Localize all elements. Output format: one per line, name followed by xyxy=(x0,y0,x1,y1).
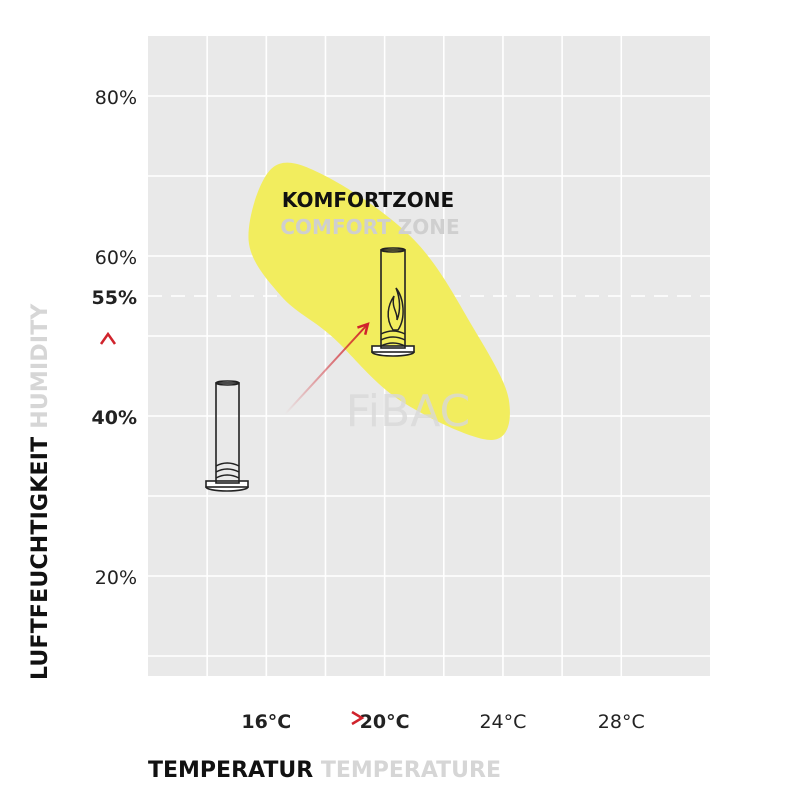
y-axis-label: LUFTFEUCHTIGKEIT HUMIDITY xyxy=(28,260,58,680)
y-tick-labels: 80% 60% 55% 40% 20% xyxy=(92,87,137,589)
transition-arrow xyxy=(284,322,370,415)
y-tick-label: 20% xyxy=(95,567,137,589)
flame-icon xyxy=(387,287,404,331)
y-axis-label-de: LUFTFEUCHTIGKEIT xyxy=(28,436,53,680)
y-tick-label: 55% xyxy=(92,287,137,309)
horizontal-gridlines xyxy=(148,95,710,657)
x-tick-label: 28°C xyxy=(598,711,645,733)
heater-unlit-icon xyxy=(205,380,249,492)
comfort-zone-region xyxy=(248,162,510,440)
x-axis-label-de: TEMPERATUR xyxy=(148,758,314,783)
vertical-gridlines xyxy=(206,36,623,676)
y-tick-label: 60% xyxy=(95,247,137,269)
x-tick-label: 16°C xyxy=(241,711,291,733)
humidity-increase-arrow xyxy=(99,331,117,412)
x-axis-label: TEMPERATUR TEMPERATURE xyxy=(148,758,501,783)
comfort-zone-label-en: COMFORT ZONE xyxy=(280,215,459,239)
x-tick-labels: 16°C 20°C 24°C 28°C xyxy=(241,711,644,733)
temperature-increase-arrow xyxy=(284,710,365,726)
x-tick-label: 20°C xyxy=(360,711,410,733)
y-tick-label: 80% xyxy=(95,87,137,109)
comfort-zone-label: KOMFORTZONE xyxy=(282,188,454,212)
watermark: FiBAC xyxy=(346,386,471,437)
x-axis-label-en: TEMPERATURE xyxy=(320,758,502,783)
heater-lit-icon xyxy=(371,247,415,357)
y-axis-label-en: HUMIDITY xyxy=(28,303,53,429)
x-tick-label: 24°C xyxy=(479,711,526,733)
y-tick-label: 40% xyxy=(92,407,137,429)
